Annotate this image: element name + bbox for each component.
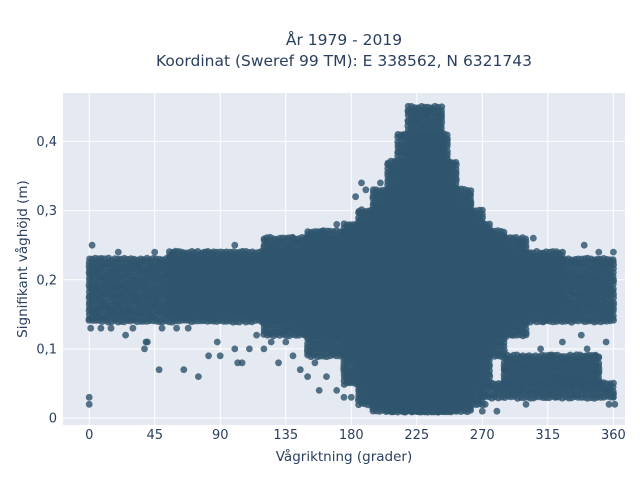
data-points (85, 102, 619, 416)
chart-title-line1: År 1979 - 2019 (286, 30, 402, 49)
data-point (609, 256, 617, 264)
chart-title-line2: Koordinat (Sweref 99 TM): E 338562, N 63… (156, 52, 532, 70)
